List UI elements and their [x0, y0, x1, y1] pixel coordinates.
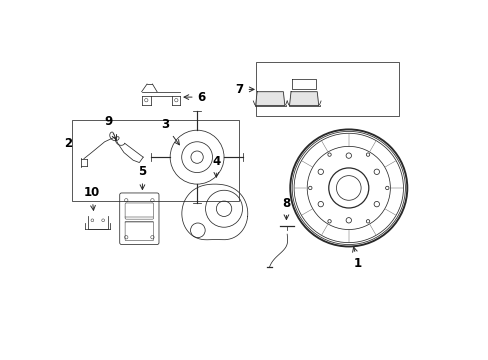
Text: 1: 1 — [352, 247, 361, 270]
Text: 9: 9 — [104, 115, 116, 140]
Bar — [71, 120, 239, 201]
Text: 4: 4 — [212, 154, 220, 177]
Text: 7: 7 — [235, 83, 254, 96]
Text: 2: 2 — [64, 137, 72, 150]
Text: 6: 6 — [183, 91, 205, 104]
Text: 10: 10 — [83, 186, 100, 210]
Polygon shape — [289, 92, 318, 105]
Text: 3: 3 — [161, 118, 179, 145]
Polygon shape — [255, 92, 285, 105]
Text: 8: 8 — [282, 197, 290, 220]
Text: 5: 5 — [138, 165, 146, 189]
Bar — [256, 62, 398, 116]
